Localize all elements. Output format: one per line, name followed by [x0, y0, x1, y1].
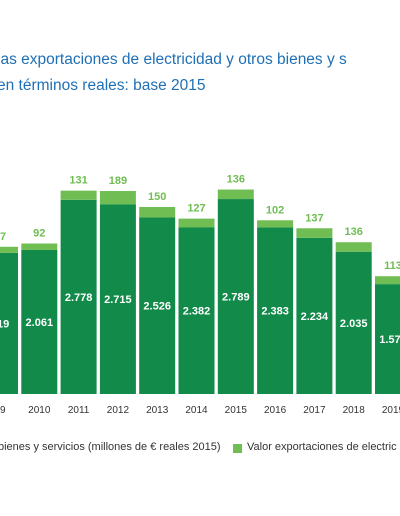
- bar-top-2019: [375, 276, 400, 285]
- data-label-base-2012: 2.715: [104, 294, 132, 306]
- x-tick-label-2015: 2015: [225, 405, 248, 416]
- x-tick-label-2018: 2018: [343, 405, 366, 416]
- x-tick-label-2019: 2019: [382, 405, 400, 416]
- x-tick-label-2017: 2017: [303, 405, 326, 416]
- x-tick-label-09: 09: [0, 405, 6, 416]
- data-label-top-2018: 136: [345, 226, 363, 238]
- bar-top-09: [0, 246, 18, 253]
- data-label-top-09: 37: [0, 231, 6, 243]
- bar-top-2012: [99, 191, 136, 205]
- data-label-top-2012: 189: [109, 175, 127, 187]
- data-label-top-2019: 113: [384, 260, 400, 272]
- data-label-base-09: 019: [0, 318, 9, 330]
- x-tick-label-2011: 2011: [68, 405, 90, 416]
- bar-base-2010: [21, 249, 58, 394]
- data-label-base-2018: 2.035: [340, 318, 368, 330]
- bar-top-2014: [178, 218, 215, 228]
- data-label-top-2010: 92: [33, 228, 45, 240]
- chart-title-line2: en términos reales: base 2015: [0, 77, 206, 94]
- bar-base-2017: [296, 237, 333, 394]
- data-label-base-2011: 2.778: [65, 292, 93, 304]
- x-tick-label-2012: 2012: [107, 405, 130, 416]
- bar-top-2011: [60, 190, 97, 200]
- bar-base-2016: [257, 227, 294, 394]
- data-label-top-2014: 127: [187, 203, 205, 215]
- data-label-top-2013: 150: [148, 191, 166, 203]
- bar-base-2011: [60, 199, 97, 394]
- bar-base-09: [0, 252, 18, 394]
- data-label-base-2015: 2.789: [222, 292, 250, 304]
- bar-top-2018: [335, 242, 372, 252]
- data-label-base-2010: 2.061: [26, 317, 54, 329]
- x-tick-label-2010: 2010: [28, 405, 51, 416]
- chart-title-line1: las exportaciones de electricidad y otro…: [0, 51, 347, 68]
- bar-base-2018: [335, 251, 372, 394]
- x-tick-label-2016: 2016: [264, 405, 287, 416]
- bar-base-2013: [139, 217, 176, 394]
- bar-top-2013: [139, 206, 176, 218]
- legend-label-base: bienes y servicios (millones de € reales…: [0, 441, 221, 453]
- data-label-base-2014: 2.382: [183, 306, 211, 318]
- bar-base-2019: [375, 284, 400, 394]
- data-label-top-2016: 102: [266, 204, 284, 216]
- data-label-top-2015: 136: [227, 174, 245, 186]
- data-label-base-2019: 1.572: [379, 334, 400, 346]
- chart-title: las exportaciones de electricidad y otro…: [0, 47, 400, 99]
- bar-base-2015: [217, 199, 254, 394]
- data-label-base-2017: 2.234: [301, 311, 329, 323]
- data-label-base-2013: 2.526: [143, 301, 171, 313]
- legend-swatch-exports: [233, 444, 242, 453]
- legend-label-exports: Valor exportaciones de electric: [247, 441, 397, 453]
- data-label-top-2011: 131: [69, 175, 87, 187]
- bar-base-2012: [99, 204, 136, 394]
- bar-top-2010: [21, 243, 58, 250]
- bar-base-2014: [178, 227, 215, 394]
- x-tick-label-2014: 2014: [185, 405, 208, 416]
- data-label-top-2017: 137: [305, 212, 323, 224]
- bar-top-2017: [296, 228, 333, 238]
- bar-top-2016: [257, 220, 294, 228]
- data-label-base-2016: 2.383: [261, 306, 289, 318]
- x-tick-label-2013: 2013: [146, 405, 169, 416]
- chart-legend: bienes y servicios (millones de € reales…: [0, 440, 400, 460]
- bar-top-2015: [217, 189, 254, 200]
